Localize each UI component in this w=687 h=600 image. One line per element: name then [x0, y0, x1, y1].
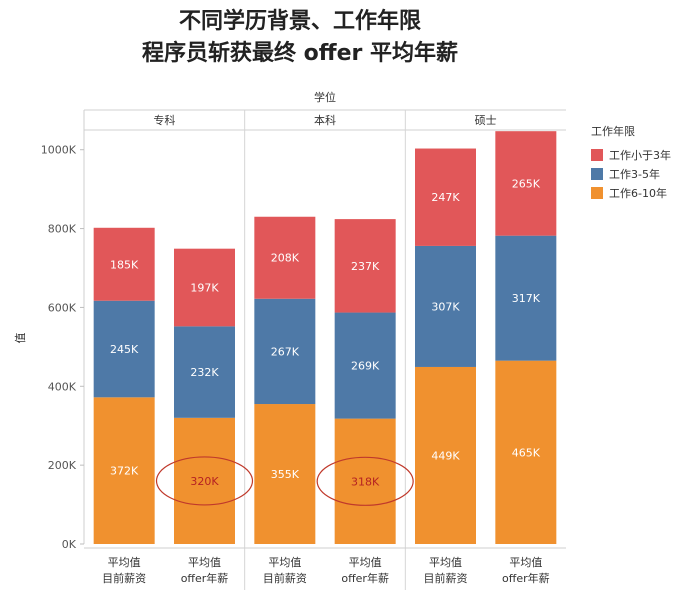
- bar-segment: [495, 235, 557, 361]
- bar-value-label: 245K: [110, 343, 139, 356]
- chart-title: 不同学历背景、工作年限 程序员斩获最终 offer 平均年薪: [0, 6, 600, 70]
- bar-value-label: 208K: [271, 252, 300, 265]
- y-tick-label: 200K: [48, 459, 77, 472]
- bar-value-label: 265K: [512, 177, 541, 190]
- bar-category-label: 平均值: [188, 556, 221, 569]
- bar-segment: [174, 417, 235, 544]
- group-label: 硕士: [475, 114, 497, 127]
- highlight-ellipse: [155, 456, 254, 506]
- bar-segment: [334, 418, 396, 544]
- bar-segment: [495, 360, 557, 544]
- legend: 工作年限 工作小于3年 工作3-5年 工作6-10年: [591, 123, 671, 202]
- bar-segment: [415, 245, 476, 367]
- bar-value-label: 307K: [431, 300, 460, 313]
- bar-value-label: 197K: [190, 282, 219, 295]
- bar-category-label: 目前薪资: [263, 571, 307, 585]
- bar-value-label: 317K: [512, 292, 541, 305]
- bar-segment: [93, 397, 155, 544]
- legend-swatch-3-5: [591, 167, 603, 180]
- legend-swatch-6-10: [591, 186, 603, 199]
- legend-label-lt3: 工作小于3年: [609, 148, 671, 162]
- y-tick-label: 1000K: [41, 144, 77, 157]
- bar-category-label: 平均值: [268, 556, 301, 569]
- chart-title-line1: 不同学历背景、工作年限: [178, 9, 421, 34]
- bar-segment: [334, 312, 396, 419]
- bar-value-label: 185K: [110, 258, 139, 271]
- bar-value-label: 355K: [271, 468, 300, 481]
- bar-category-label: 平均值: [509, 556, 542, 569]
- bar-value-label: 465K: [512, 446, 541, 459]
- bar-segment: [93, 300, 155, 398]
- legend-swatch-lt3: [591, 148, 603, 161]
- bar-category-label: offer年薪: [502, 571, 550, 585]
- bar-segment: [254, 216, 316, 299]
- bar-category-label: 平均值: [429, 556, 462, 569]
- y-tick-label: 400K: [48, 380, 77, 393]
- bar-category-label: offer年薪: [181, 571, 229, 585]
- column-header: 学位: [314, 90, 336, 104]
- bar-category-label: 平均值: [349, 556, 382, 569]
- bar-category-label: 目前薪资: [424, 571, 468, 585]
- y-tick-label: 600K: [48, 301, 77, 314]
- bar-value-label: 237K: [351, 260, 380, 273]
- bar-segment: [415, 148, 476, 246]
- highlight-ellipse: [316, 456, 414, 506]
- bar-segment: [334, 219, 396, 313]
- bar-category-label: 平均值: [108, 556, 141, 569]
- group-label: 专科: [153, 113, 175, 127]
- legend-title: 工作年限: [591, 125, 635, 138]
- bar-category-label: offer年薪: [341, 571, 389, 585]
- legend-label-3-5: 工作3-5年: [609, 167, 660, 181]
- bar-value-label: 318K: [351, 475, 380, 488]
- bar-segment: [415, 366, 476, 544]
- bar-segment: [254, 298, 316, 405]
- bar-value-label: 449K: [431, 449, 460, 462]
- bar-category-label: 目前薪资: [102, 571, 146, 585]
- legend-item-6-10: 工作6-10年: [591, 183, 671, 202]
- bar-segment: [93, 227, 155, 301]
- bar-segment: [174, 248, 235, 327]
- y-tick-label: 0K: [62, 538, 77, 551]
- legend-item-lt3: 工作小于3年: [591, 145, 671, 164]
- y-tick-label: 800K: [48, 223, 77, 236]
- bar-value-label: 372K: [110, 465, 139, 478]
- bar-segment: [254, 404, 316, 544]
- bar-segment: [174, 326, 235, 418]
- bar-value-label: 247K: [431, 191, 460, 204]
- bar-value-label: 269K: [351, 360, 380, 373]
- legend-item-3-5: 工作3-5年: [591, 164, 671, 183]
- bar-value-label: 320K: [190, 475, 219, 488]
- bar-value-label: 267K: [271, 345, 300, 358]
- group-label: 本科: [314, 113, 336, 127]
- bar-value-label: 232K: [190, 366, 219, 379]
- legend-label-6-10: 工作6-10年: [609, 186, 667, 200]
- chart-title-line2: 程序员斩获最终 offer 平均年薪: [141, 41, 459, 66]
- y-axis-label: 值: [14, 333, 27, 344]
- bar-segment: [495, 131, 557, 236]
